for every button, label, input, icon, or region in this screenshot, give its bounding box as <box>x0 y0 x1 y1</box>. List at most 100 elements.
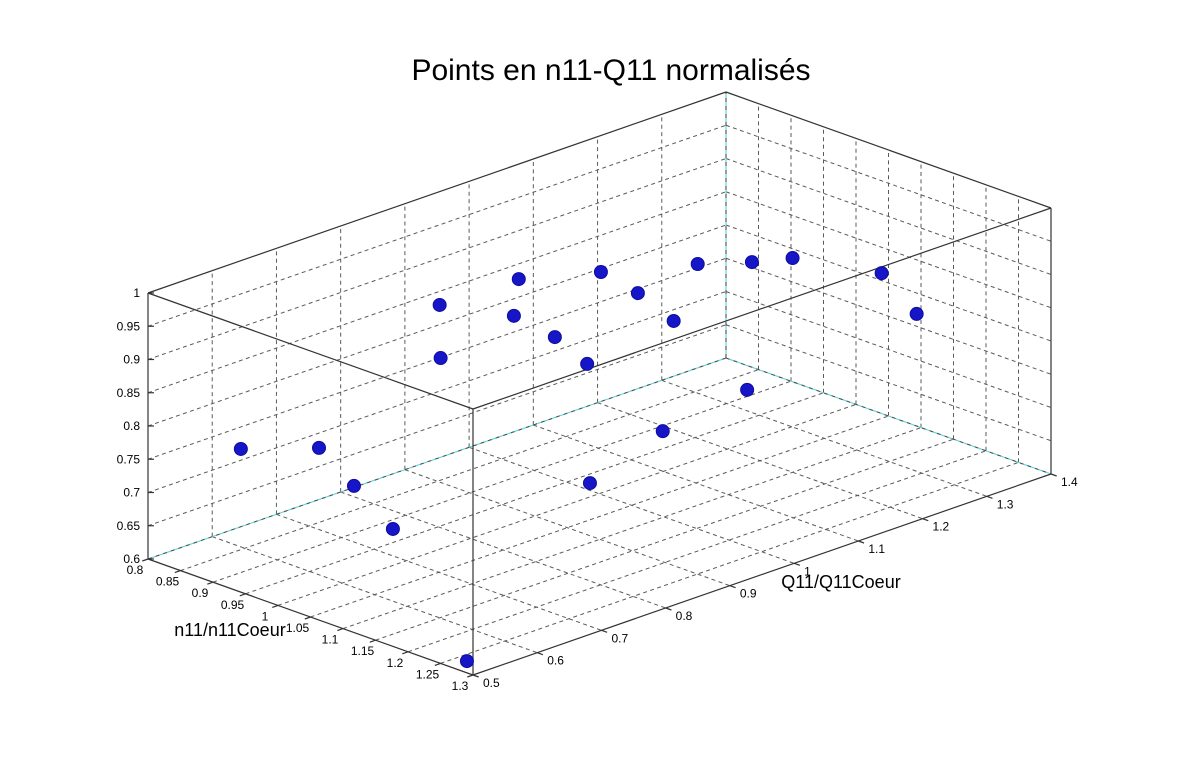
grid-line <box>725 257 1052 375</box>
grid-line <box>147 191 727 394</box>
grid-line <box>725 158 1052 275</box>
axis-ticks <box>142 292 1057 678</box>
y-tick-label: 0.7 <box>611 631 628 645</box>
y-tick-label: 1.1 <box>868 542 885 556</box>
data-points <box>233 251 924 669</box>
grid-line <box>404 469 731 587</box>
grid-line <box>147 158 727 360</box>
z-tick-label: 0.95 <box>117 319 141 333</box>
data-point <box>744 255 759 270</box>
z-tick-label: 0.75 <box>117 452 141 466</box>
x-tick-label: 0.95 <box>221 598 245 612</box>
y-tick-label: 1 <box>804 564 811 578</box>
z-tick-label: 0.6 <box>123 552 140 566</box>
box-edge <box>725 91 1052 209</box>
x-tick-label: 1.15 <box>351 644 375 658</box>
box-edge <box>472 473 1052 676</box>
y-tick-label: 0.9 <box>740 587 757 601</box>
grid-line <box>147 124 727 327</box>
data-point <box>909 306 924 321</box>
grid-line <box>725 224 1052 342</box>
grid-line <box>180 369 759 572</box>
x-tick-label: 1.2 <box>387 656 404 670</box>
x-tick-mark <box>207 581 214 585</box>
grid-line <box>725 291 1052 408</box>
data-point <box>511 272 526 287</box>
grid-line <box>245 392 824 595</box>
grid-line <box>725 324 1052 442</box>
z-tick-label: 0.8 <box>123 419 140 433</box>
data-point <box>785 251 800 266</box>
data-point <box>580 356 595 371</box>
data-point <box>459 654 474 669</box>
x-tick-mark <box>434 662 441 666</box>
grid-line <box>310 415 889 618</box>
x-tick-label: 0.85 <box>156 575 180 589</box>
x-tick-mark <box>272 604 279 608</box>
y-tick-mark <box>922 518 929 522</box>
x-tick-mark <box>304 616 311 620</box>
hidden-edge-cyan <box>147 357 727 560</box>
grid-line <box>440 461 1019 664</box>
data-point <box>385 521 400 536</box>
z-tick-label: 1 <box>133 286 140 300</box>
data-point <box>666 313 681 328</box>
y-tick-label: 0.8 <box>676 609 693 623</box>
grid-line <box>147 324 727 527</box>
hidden-edge-dark <box>147 357 727 560</box>
z-tick-label: 0.65 <box>117 519 141 533</box>
grid-line <box>597 402 923 520</box>
z-tick-label: 0.7 <box>123 486 140 500</box>
x-tick-label: 1.05 <box>286 621 310 635</box>
hidden-box-edges <box>147 92 1052 560</box>
grid-lines <box>147 103 1052 664</box>
grid-line <box>277 403 857 606</box>
x-tick-mark <box>402 651 409 655</box>
data-point <box>740 382 755 397</box>
data-point <box>690 257 705 272</box>
y-tick-mark <box>472 674 479 678</box>
grid-line <box>147 291 727 493</box>
grid-line <box>276 513 602 631</box>
grid-line <box>407 450 987 653</box>
x-tick-mark <box>337 628 344 632</box>
grid-line <box>147 224 727 427</box>
box-edge <box>472 207 1052 410</box>
box-edge <box>147 292 474 410</box>
grid-line <box>375 438 954 641</box>
z-tick-label: 0.85 <box>117 386 141 400</box>
data-point <box>874 266 889 281</box>
y-tick-label: 0.6 <box>547 654 564 668</box>
y-tick-mark <box>665 607 672 611</box>
y-tick-label: 1.4 <box>1061 475 1078 489</box>
box-edge <box>147 91 727 294</box>
data-point <box>582 476 597 491</box>
y-tick-mark <box>858 540 865 544</box>
x-tick-mark <box>369 639 376 643</box>
data-point <box>593 265 608 280</box>
y-tick-mark <box>601 629 608 633</box>
y-tick-mark <box>729 585 736 589</box>
grid-line <box>661 379 987 497</box>
data-point <box>655 424 670 439</box>
x-tick-label: 1 <box>262 609 269 623</box>
data-point <box>547 330 562 345</box>
data-point <box>433 351 448 366</box>
hidden-edge-dark <box>725 357 1052 475</box>
grid-line <box>533 424 859 542</box>
data-point <box>432 297 447 312</box>
grid-line <box>468 446 795 564</box>
data-point <box>233 441 248 456</box>
x-tick-label: 1.25 <box>416 667 440 681</box>
box-edges <box>147 91 1052 676</box>
grid-line <box>342 427 922 630</box>
x-tick-label: 0.8 <box>127 563 144 577</box>
data-point <box>312 440 327 455</box>
data-point <box>346 478 361 493</box>
grid-line <box>725 191 1052 309</box>
x-tick-mark <box>174 570 181 574</box>
x-tick-mark <box>467 674 474 678</box>
y-tick-mark <box>986 495 993 499</box>
